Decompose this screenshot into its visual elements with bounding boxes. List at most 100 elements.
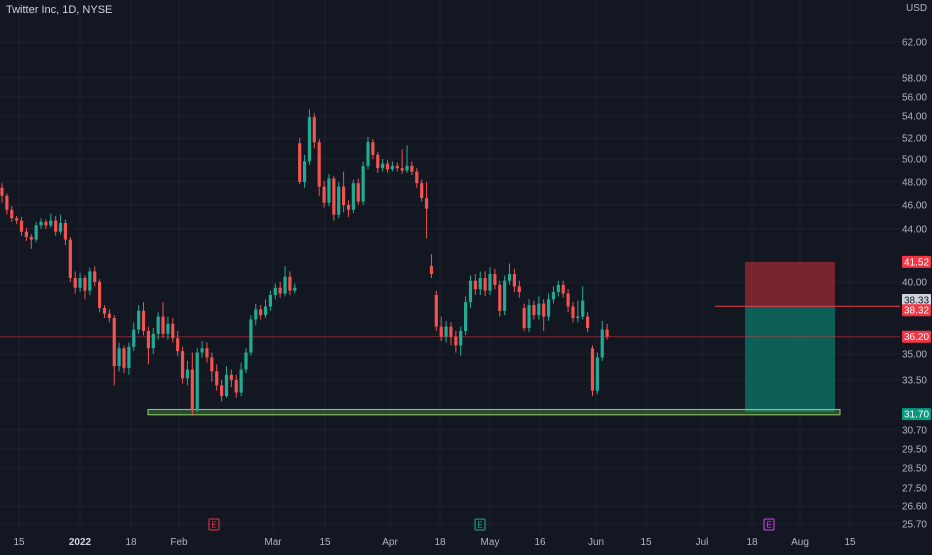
price-tick-label: 52.00 [902,134,927,145]
time-tick-label: 2022 [69,537,92,548]
earnings-marker-label: E [211,521,216,530]
stop-zone[interactable] [745,306,835,413]
candle-body [415,171,419,184]
price-tag-box [902,255,931,268]
candle [190,352,194,416]
candle-body [190,369,194,411]
candle [410,161,414,176]
candle-body [88,271,92,291]
price-tag-box [902,294,931,307]
candle-body [127,346,131,368]
candle-body [73,278,77,288]
support-zone[interactable] [147,408,841,416]
candle [293,283,297,294]
price-tag-label: 38.33 [904,296,929,307]
candle-body [473,280,477,290]
price-tick-label: 35.00 [902,350,927,361]
candle-body [493,274,497,285]
candle [141,302,146,336]
candle [581,286,585,320]
target-zone[interactable] [745,261,835,307]
candle-body [503,280,507,311]
candle-body [454,336,458,346]
candle [356,178,360,205]
candle [146,326,150,365]
candle-body [405,165,409,171]
candle [171,318,175,343]
price-tick-label: 26.60 [902,502,927,513]
price-tag: 36.20 [902,330,931,343]
candle [522,303,526,331]
candle-body [10,209,14,219]
candle-body [259,309,263,316]
candle-body [385,163,390,170]
candle-body [464,302,468,331]
price-tag-box [902,408,931,421]
candle-body [351,183,355,210]
candle-body [117,348,121,367]
candle [234,374,238,398]
candle [493,268,497,290]
candle-body [141,310,146,331]
candle-body [498,284,502,311]
earnings-marker-label: E [766,521,771,530]
candle [205,342,209,363]
price-axis[interactable]: 62.00 58.00 56.00 54.00 52.00 50.00 48.00 46.00… [902,3,927,531]
earnings-marker[interactable]: E [474,518,486,531]
candle-body [195,352,199,411]
earnings-marker[interactable]: E [763,518,775,531]
candle-body [39,221,43,226]
candle [137,305,141,334]
candle [19,217,24,236]
candle [156,312,160,340]
price-tick-label: 54.00 [902,112,927,123]
candle [268,290,272,311]
candle-body [322,186,326,203]
candle [112,315,116,386]
candle-body [532,305,536,316]
earnings-marker-box[interactable] [208,518,220,531]
candle-body [224,374,229,397]
candle [371,139,375,159]
candle [424,182,429,239]
earnings-marker[interactable]: E [208,518,220,531]
time-tick-label: 15 [319,537,331,548]
candle-body [356,183,360,202]
candle-body [605,329,609,337]
earnings-marker-box[interactable] [474,518,486,531]
candle-body [410,165,414,172]
candle [546,293,551,321]
candle-body [146,330,150,349]
candle-body [459,330,463,346]
earnings-marker-box[interactable] [763,518,775,531]
candle-body [137,310,141,330]
candle-body [439,326,443,337]
candle-body [366,142,370,166]
candle-body [537,303,541,316]
candle-body [561,284,565,294]
candle [254,303,258,326]
time-axis[interactable]: 15 2022 18 Feb Mar 15 Apr 18 May 16 Jun 15 Jul 18 Aug 1… [13,537,856,548]
candle-body [210,357,214,372]
candle-body [429,266,434,275]
drawing-layer[interactable] [0,261,900,416]
candle [34,221,38,243]
candle [317,139,321,196]
candle [542,299,546,331]
symbol-legend[interactable]: Twitter Inc, 1D, NYSE [6,4,113,16]
candle-body [527,305,531,329]
price-tick-label: 58.00 [902,74,927,85]
candle [556,280,560,297]
price-tick-label: 62.00 [902,38,927,49]
candle [161,302,165,339]
candles-layer [0,109,609,416]
candle [49,213,53,228]
candle [44,219,48,229]
candle [127,342,131,375]
candle-body [517,286,521,293]
